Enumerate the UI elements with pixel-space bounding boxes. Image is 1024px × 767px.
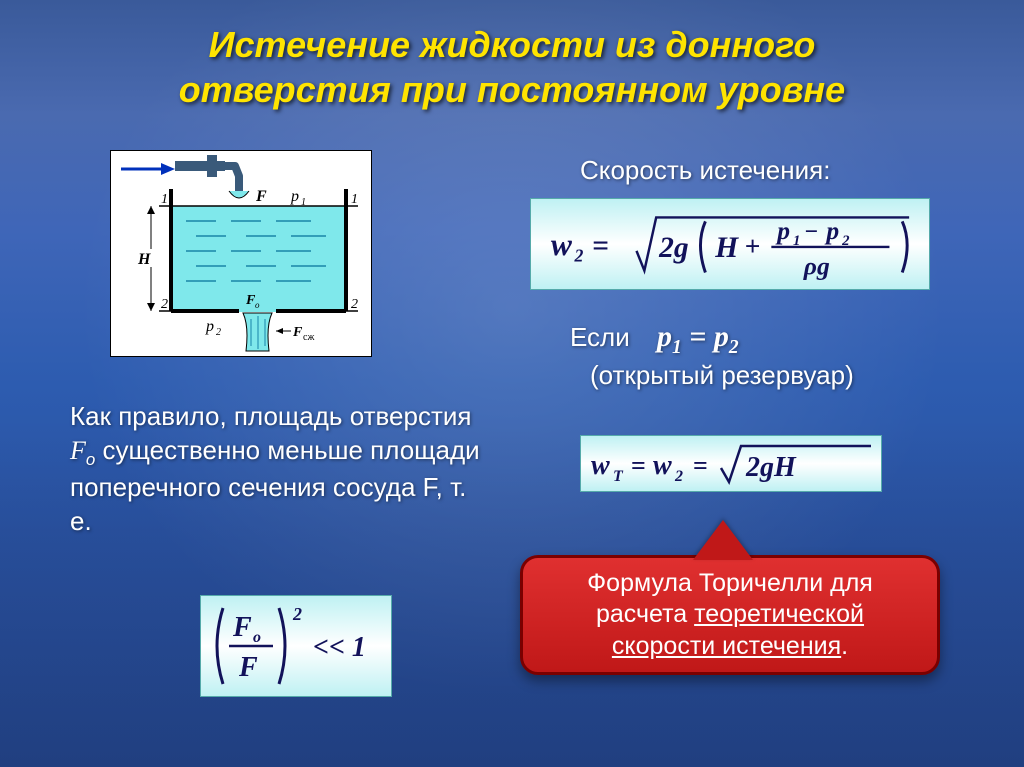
svg-text:H: H	[137, 251, 151, 268]
svg-text:p: p	[290, 188, 299, 205]
svg-text:=: =	[693, 451, 708, 480]
svg-text:F: F	[292, 325, 303, 340]
formula-ratio-svg: F o F 2 << 1	[201, 596, 391, 696]
svg-text:o: o	[253, 629, 261, 646]
svg-text:<< 1: << 1	[313, 632, 366, 663]
svg-text:2: 2	[161, 297, 168, 312]
formula-main-svg: w 2 = 2g H + p 1 − p 2 ρg	[543, 199, 917, 289]
tank-svg: 1 1 2 2 F p 1 H F o	[111, 151, 371, 356]
callout-line3: скорости истечения.	[531, 631, 929, 662]
svg-text:w: w	[551, 227, 573, 262]
svg-text:−: −	[805, 219, 818, 245]
svg-text:2: 2	[674, 468, 683, 485]
condition-line: Если p1 = p2	[570, 320, 739, 359]
slide: Истечение жидкости из донного отверстия …	[0, 0, 1024, 767]
svg-text:w: w	[591, 450, 610, 481]
page-title: Истечение жидкости из донного отверстия …	[0, 22, 1024, 112]
svg-text:2gH: 2gH	[745, 452, 797, 483]
body-mid: существенно меньше площади поперечного с…	[70, 435, 480, 536]
svg-text:F: F	[238, 652, 258, 683]
condition-note: (открытый резервуар)	[590, 360, 854, 391]
callout-line2: расчета теоретической	[531, 599, 929, 630]
svg-text:2: 2	[351, 297, 358, 312]
svg-text:сж: сж	[303, 332, 314, 343]
formula-wt: w T = w 2 = 2gH	[580, 435, 882, 492]
title-line1: Истечение жидкости из донного	[209, 24, 816, 65]
svg-text:H: H	[714, 232, 739, 264]
tank-diagram: 1 1 2 2 F p 1 H F o	[110, 150, 372, 357]
body-text: Как правило, площадь отверстия Fo сущест…	[70, 400, 490, 539]
svg-text:p: p	[205, 318, 214, 335]
svg-text:F: F	[232, 612, 252, 643]
callout-line1: Формула Торичелли для	[531, 568, 929, 599]
svg-text:2g: 2g	[658, 232, 689, 264]
svg-text:w: w	[653, 450, 672, 481]
title-line2: отверстия при постоянном уровне	[179, 69, 845, 110]
svg-text:+: +	[745, 230, 761, 261]
svg-text:1: 1	[301, 197, 306, 208]
formula-main: w 2 = 2g H + p 1 − p 2 ρg	[530, 198, 930, 290]
svg-text:ρg: ρg	[803, 252, 830, 281]
speed-label: Скорость истечения:	[580, 155, 830, 186]
svg-text:=: =	[592, 230, 609, 262]
svg-text:p: p	[775, 216, 790, 245]
svg-text:1: 1	[351, 192, 358, 207]
formula-ratio: F o F 2 << 1	[200, 595, 392, 697]
svg-text:=: =	[631, 451, 646, 480]
torricelli-callout: Формула Торичелли для расчета теоретичес…	[520, 555, 940, 675]
body-before: Как правило, площадь отверстия	[70, 401, 471, 431]
svg-text:2: 2	[292, 604, 302, 624]
svg-text:1: 1	[161, 192, 168, 207]
condition-if: Если	[570, 322, 630, 352]
svg-text:o: o	[255, 300, 260, 310]
svg-text:2: 2	[216, 327, 221, 338]
svg-text:F: F	[255, 188, 267, 205]
svg-text:2: 2	[573, 246, 583, 266]
formula-wt-svg: w T = w 2 = 2gH	[581, 436, 881, 491]
condition-eq: p1 = p2	[657, 320, 739, 353]
svg-text:p: p	[824, 216, 839, 245]
svg-text:T: T	[613, 468, 624, 485]
